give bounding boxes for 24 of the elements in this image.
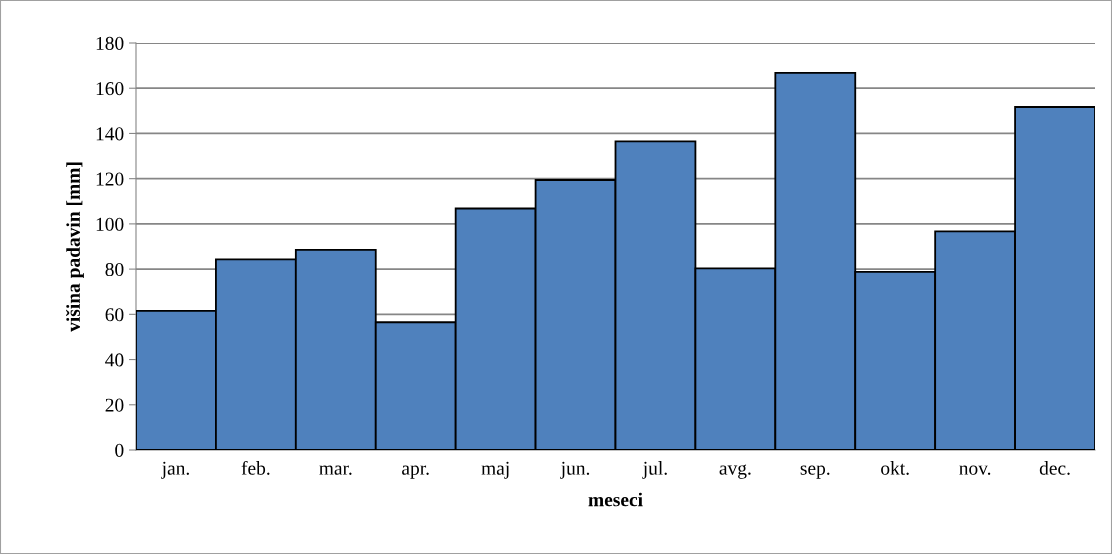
x-tick-label: apr.	[402, 465, 429, 479]
x-tick-label: sep.	[800, 465, 830, 479]
y-tick-label: 0	[115, 443, 124, 457]
x-tick-label: mar.	[319, 465, 352, 475]
x-tick-label: dec.	[1039, 461, 1070, 475]
y-tick-label: 180	[96, 36, 124, 50]
y-tick-label: 60	[105, 308, 124, 322]
y-tick-label: 40	[105, 353, 124, 367]
y-tick-label: 120	[96, 172, 124, 186]
x-axis-title: meseci	[588, 492, 643, 507]
y-tick-label: 140	[96, 127, 124, 141]
x-tick-label: maj	[481, 461, 509, 479]
x-tick-label: okt.	[881, 461, 909, 475]
y-tick-label: 100	[96, 217, 124, 231]
y-tick-label: 80	[105, 262, 124, 277]
x-tick-label: jul.	[642, 461, 667, 479]
y-axis-title: višina padavin [mm]	[66, 162, 84, 332]
y-tick-label: 160	[96, 82, 124, 96]
x-tick-label: nov.	[959, 465, 991, 475]
x-tick-label: avg.	[719, 464, 751, 479]
x-tick-label: jan.	[161, 461, 189, 479]
y-tick-label: 20	[105, 398, 124, 412]
x-tick-label: jun.	[560, 461, 590, 479]
x-tick-label: feb.	[241, 460, 270, 475]
